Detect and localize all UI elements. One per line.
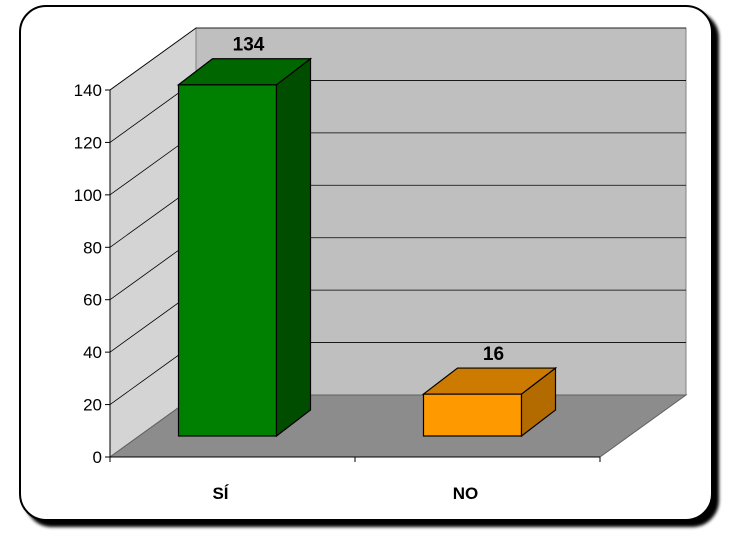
labels: 0 20 40 60 80 100 120 140 134 SÍ 16 NO: [74, 35, 504, 503]
gridline: [109, 27, 686, 91]
data-label: 16: [483, 344, 504, 365]
y-tick-label: 120: [74, 133, 102, 152]
y-tick-label: 40: [83, 343, 102, 362]
category-label: SÍ: [212, 484, 229, 503]
bar-top: [421, 367, 558, 395]
bars: [176, 57, 558, 438]
y-tick-label: 100: [74, 186, 102, 205]
bar-top: [176, 58, 313, 86]
axes: [105, 89, 601, 462]
y-tick-label: 20: [83, 396, 102, 415]
bar-no: [421, 366, 558, 438]
y-tick-label: 60: [83, 291, 102, 310]
bar-front: [422, 393, 523, 437]
data-label: 134: [233, 35, 265, 56]
y-tick-label: 0: [93, 448, 102, 467]
plot-walls: [108, 27, 688, 458]
bar-front: [177, 84, 278, 437]
category-label: NO: [453, 484, 479, 503]
y-tick-label: 80: [83, 238, 102, 257]
bar-side: [275, 57, 312, 438]
bar-sí: [176, 57, 313, 438]
y-tick-label: 140: [74, 81, 102, 100]
